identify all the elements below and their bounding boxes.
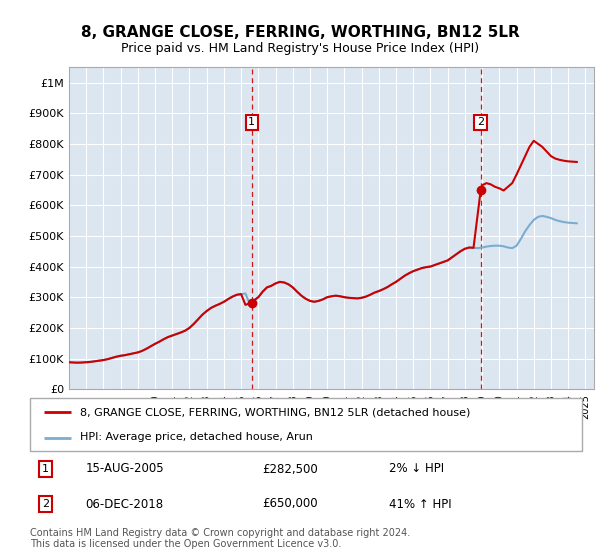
- Text: HPI: Average price, detached house, Arun: HPI: Average price, detached house, Arun: [80, 432, 313, 442]
- Text: 2% ↓ HPI: 2% ↓ HPI: [389, 463, 444, 475]
- Text: 1: 1: [42, 464, 49, 474]
- Text: 8, GRANGE CLOSE, FERRING, WORTHING, BN12 5LR (detached house): 8, GRANGE CLOSE, FERRING, WORTHING, BN12…: [80, 408, 470, 418]
- Text: 8, GRANGE CLOSE, FERRING, WORTHING, BN12 5LR: 8, GRANGE CLOSE, FERRING, WORTHING, BN12…: [80, 25, 520, 40]
- Text: 15-AUG-2005: 15-AUG-2005: [85, 463, 164, 475]
- Text: Price paid vs. HM Land Registry's House Price Index (HPI): Price paid vs. HM Land Registry's House …: [121, 42, 479, 55]
- Text: 06-DEC-2018: 06-DEC-2018: [85, 497, 163, 511]
- Text: £282,500: £282,500: [262, 463, 317, 475]
- Text: 2: 2: [42, 499, 49, 509]
- Text: 41% ↑ HPI: 41% ↑ HPI: [389, 497, 451, 511]
- Text: £650,000: £650,000: [262, 497, 317, 511]
- Text: Contains HM Land Registry data © Crown copyright and database right 2024.
This d: Contains HM Land Registry data © Crown c…: [30, 528, 410, 549]
- FancyBboxPatch shape: [30, 398, 582, 451]
- Text: 1: 1: [248, 118, 256, 128]
- Text: 2: 2: [477, 118, 484, 128]
